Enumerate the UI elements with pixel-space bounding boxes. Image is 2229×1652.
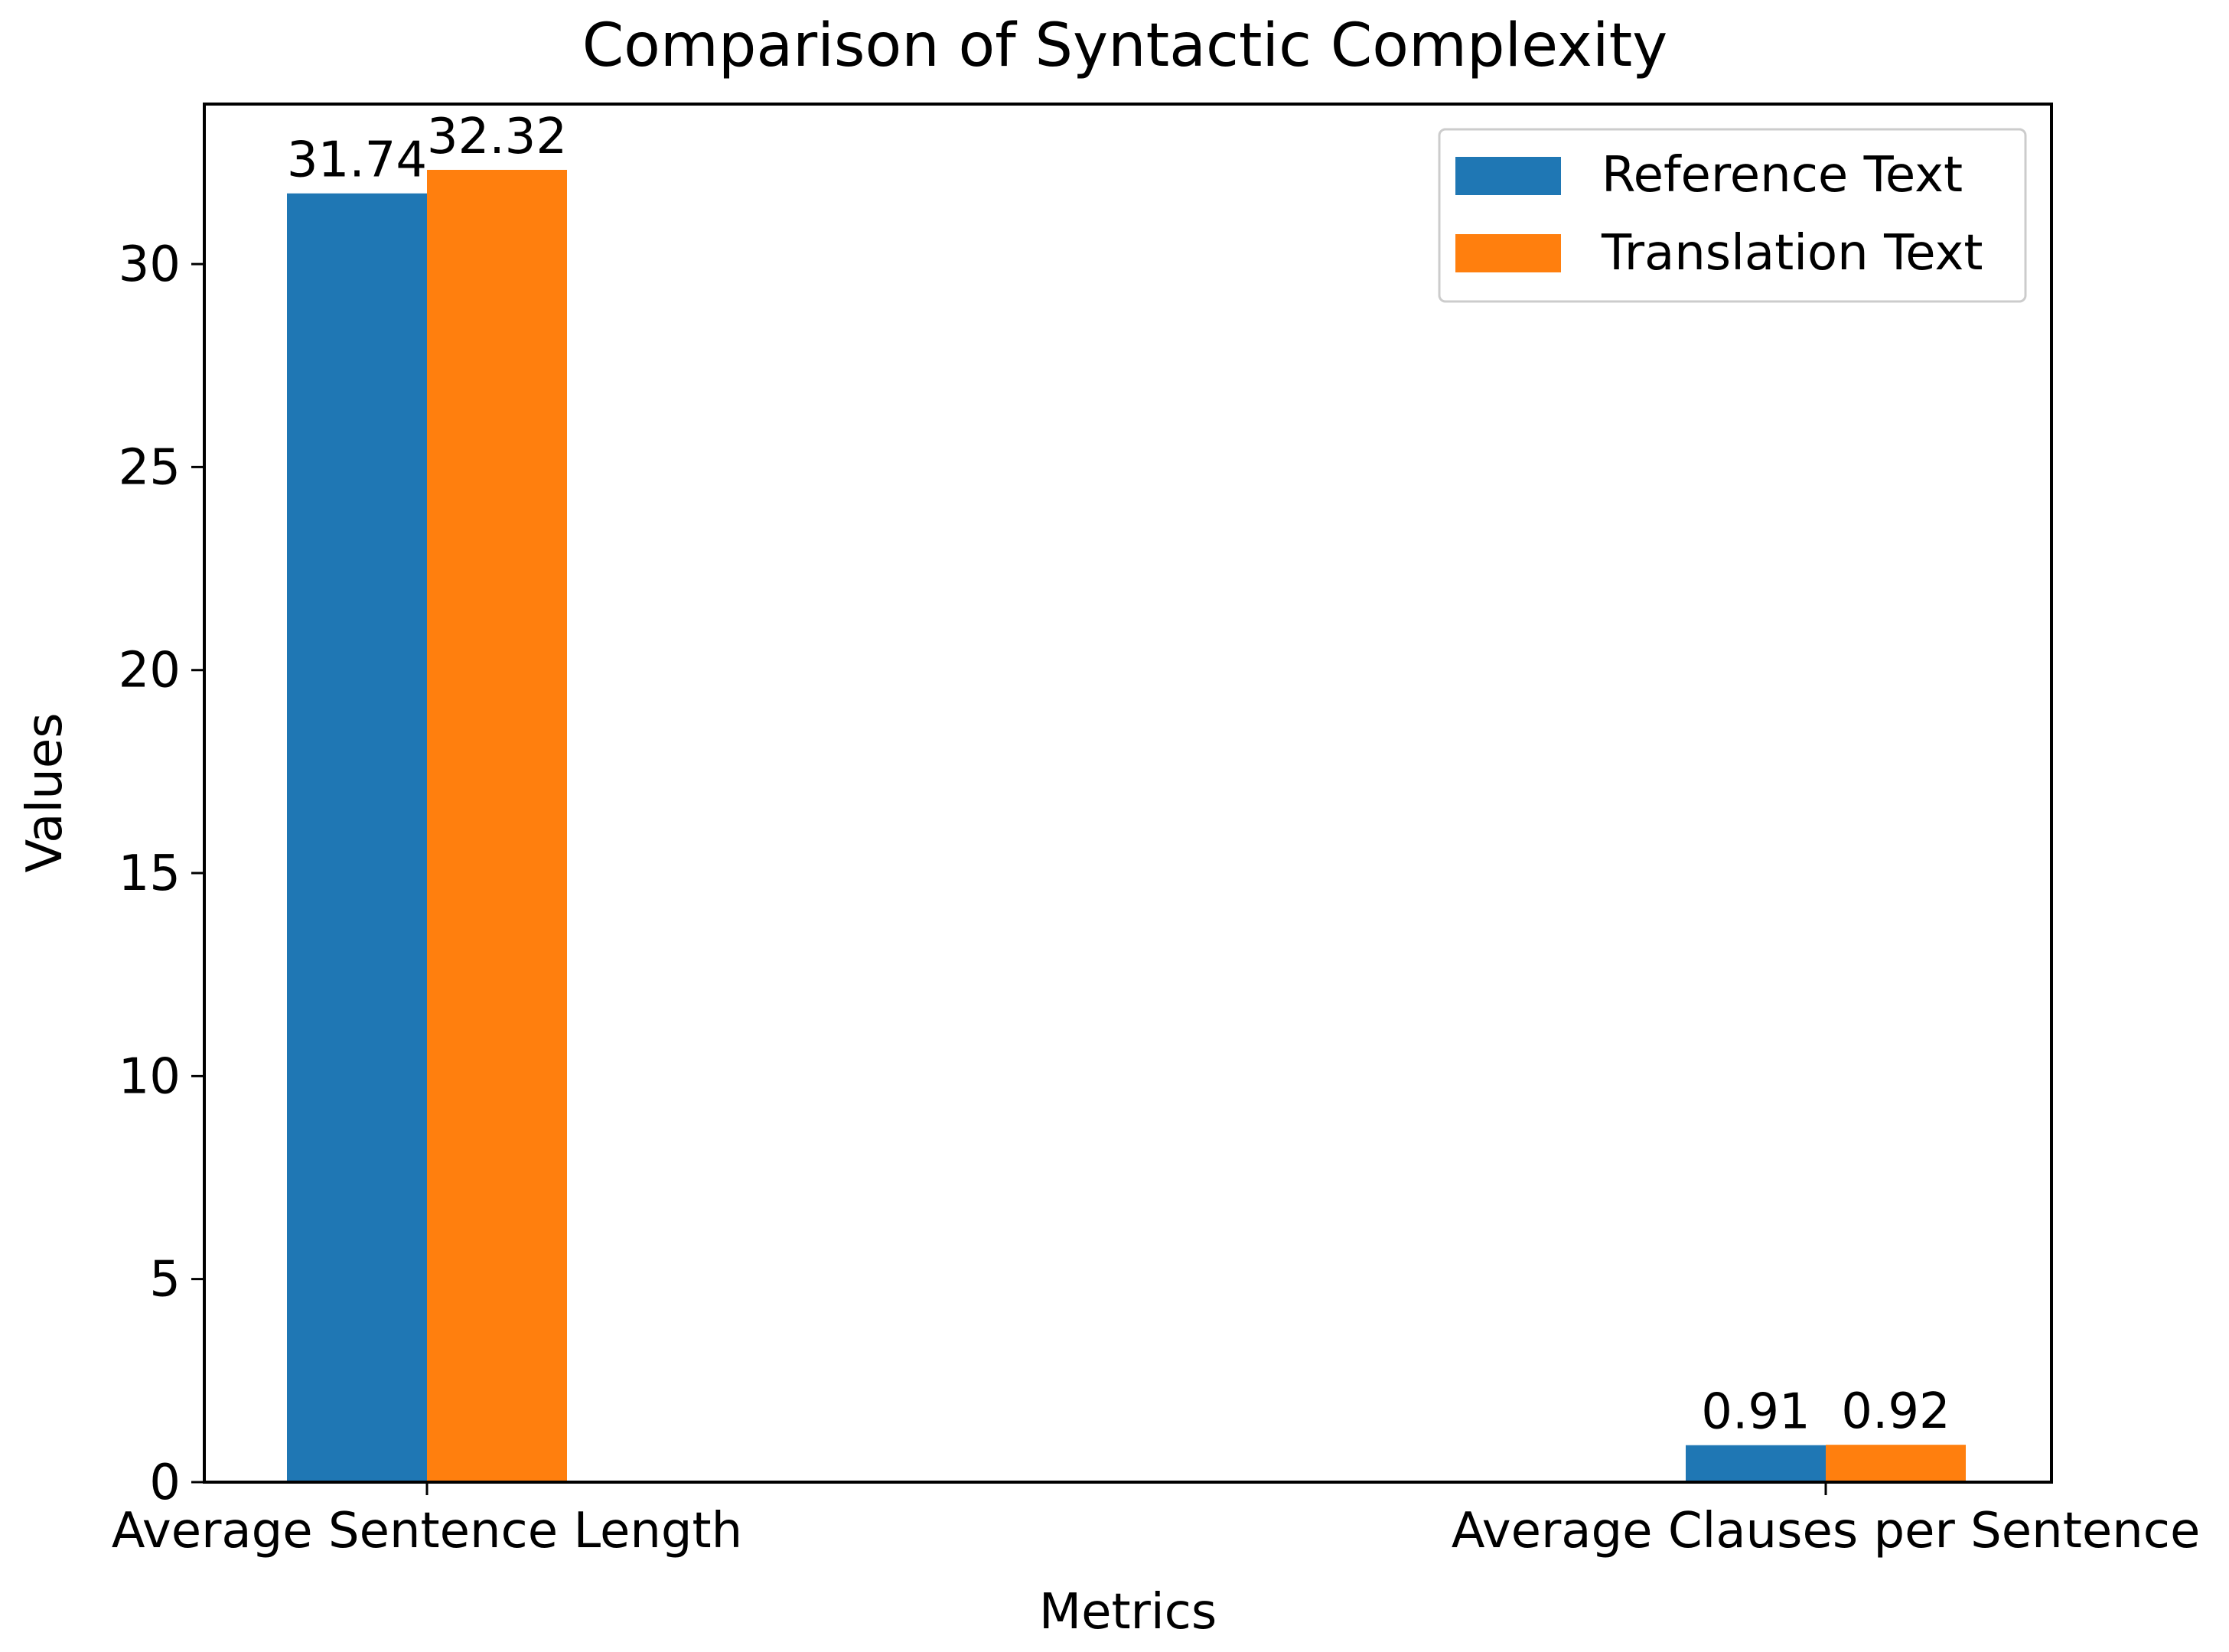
data-label-reference-text-average-sentence-length: 31.74	[287, 132, 427, 189]
legend-swatch-translation-text	[1455, 234, 1561, 272]
bar-reference-text-average-clauses-per-sentence	[1686, 1445, 1826, 1482]
y-tick-label: 20	[119, 643, 181, 699]
plot-frame	[203, 103, 2053, 1484]
x-axis: Average Sentence Length Average Clauses p…	[112, 1482, 2201, 1559]
x-axis-label: Metrics	[1039, 1584, 1217, 1641]
legend-frame	[1438, 128, 2027, 303]
y-tick-label: 30	[119, 236, 181, 293]
data-label-translation-text-average-clauses-per-sentence: 0.92	[1841, 1383, 1950, 1440]
x-tick-label-average-sentence-length: Average Sentence Length	[112, 1503, 742, 1559]
x-tick-label-average-clauses-per-sentence: Average Clauses per Sentence	[1452, 1503, 2201, 1559]
bar-labels-group: 31.74 32.32 0.91 0.92	[287, 109, 1950, 1441]
bar-translation-text-average-clauses-per-sentence	[1826, 1445, 1966, 1482]
y-tick-label: 0	[149, 1455, 181, 1511]
data-label-translation-text-average-sentence-length: 32.32	[427, 109, 567, 165]
legend-label-reference-text: Reference Text	[1602, 147, 1963, 204]
legend-swatch-reference-text	[1455, 157, 1561, 195]
bar-reference-text-average-sentence-length	[287, 193, 427, 1482]
legend-label-translation-text: Translation Text	[1601, 225, 1983, 282]
y-tick-label: 25	[119, 439, 181, 496]
y-tick-label: 5	[149, 1252, 181, 1308]
bar-translation-text-average-sentence-length	[427, 169, 567, 1482]
legend: Reference Text Translation Text	[1438, 128, 2027, 303]
bars-group	[287, 169, 1966, 1482]
data-label-reference-text-average-clauses-per-sentence: 0.91	[1701, 1384, 1810, 1441]
y-tick-label: 15	[119, 846, 181, 902]
y-tick-label: 10	[119, 1048, 181, 1105]
y-axis: 0 5 10 15 20 25 30	[119, 236, 204, 1511]
y-axis-label: Values	[17, 712, 73, 872]
chart-title: Comparison of Syntactic Complexity	[582, 11, 1668, 80]
